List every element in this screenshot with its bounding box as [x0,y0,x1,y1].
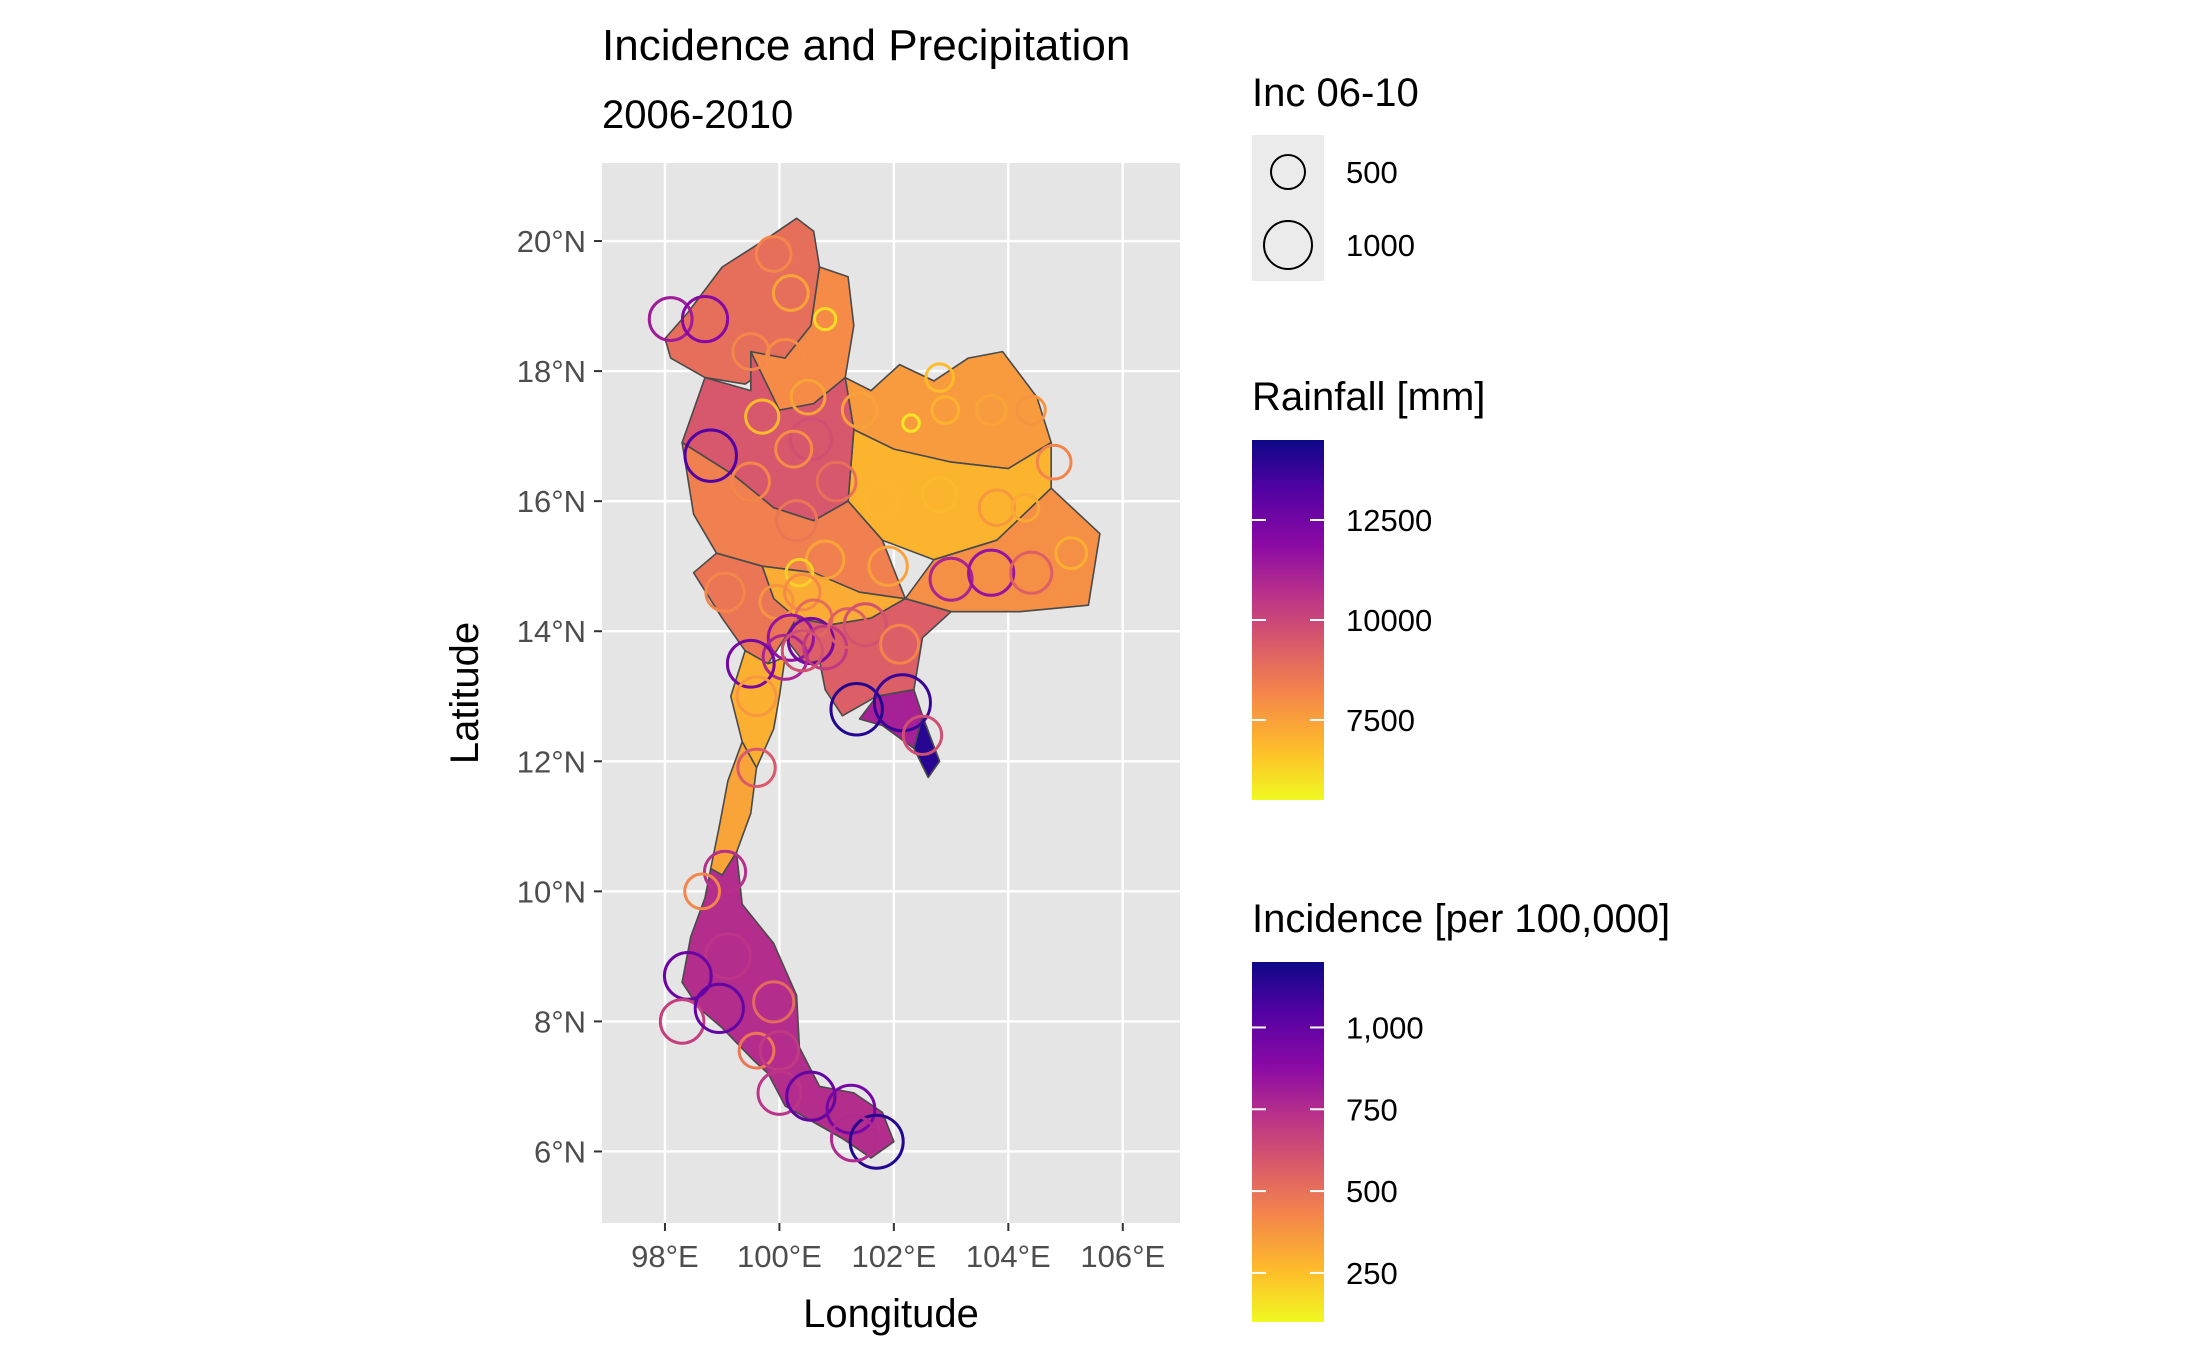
x-axis-title: Longitude [803,1292,979,1336]
rainfall-legend-break-label: 12500 [1346,503,1432,538]
incidence-marker [901,413,921,433]
x-tick-label: 100°E [737,1239,822,1274]
x-axis: 98°E 100°E 102°E 104°E 106°E [631,1223,1165,1274]
chart-title: Incidence and Precipitation [602,21,1130,70]
incidence-marker [827,607,869,649]
incidence-marker [774,499,819,543]
incidence-marker [864,483,900,519]
incidence-marker [764,337,806,379]
y-tick-label: 8°N [534,1004,586,1039]
incidence-legend-break-label: 250 [1346,1256,1398,1291]
rainfall-legend-breaks: 7500 10000 12500 [1252,503,1432,738]
incidence-legend-breaks: 250 500 750 1,000 [1252,1010,1424,1291]
incidence-legend-break-label: 500 [1346,1174,1398,1209]
incidence-legend-title: Incidence [per 100,000] [1252,897,1670,941]
incidence-marker [758,1029,801,1072]
incidence-marker [737,1031,776,1070]
y-tick-label: 16°N [517,484,586,519]
incidence-marker [756,1070,803,1116]
incidence-marker [840,391,879,429]
incidence-marker [735,675,778,718]
incidence-marker [785,1070,837,1122]
rainfall-legend: Rainfall [mm] 7500 10000 12500 [1252,375,1485,800]
x-tick-label: 106°E [1080,1239,1165,1274]
y-tick-label: 10°N [517,874,586,909]
y-tick-label: 18°N [517,354,586,389]
incidence-marker [879,623,921,665]
incidence-marker [744,398,781,435]
incidence-marker [693,982,745,1034]
chart-subtitle: 2006-2010 [602,93,793,137]
incidence-marker [752,980,796,1024]
incidence-marker [901,714,944,756]
incidence-marker [921,476,959,514]
incidence-marker [867,545,909,587]
incidence-marker [683,872,722,911]
incidence-marker [754,235,793,273]
incidence-marker [683,428,738,483]
incidence-marker [967,548,1016,597]
incidence-marker [848,1113,905,1170]
incidence-marker [680,294,730,344]
y-tick-label: 20°N [517,224,586,259]
incidence-marker [1010,492,1041,523]
incidence-marker [725,638,776,689]
size-legend-key-1000 [1263,220,1313,270]
incidence-legend: Incidence [per 100,000] 250 500 750 1,000 [1252,897,1670,1322]
rainfall-legend-break-label: 10000 [1346,603,1432,638]
incidence-marker [789,378,827,416]
province-region [692,552,798,665]
incidence-marker [928,556,974,602]
incidence-marker [736,747,777,788]
incidence-marker [771,274,810,312]
incidence-marker [784,557,815,588]
y-axis: 6°N 8°N 10°N 12°N 14°N 16°N 18°N 20°N [517,224,602,1169]
incidence-legend-break-label: 1,000 [1346,1010,1424,1045]
x-tick-label: 104°E [966,1239,1051,1274]
y-axis-title: Latitude [443,622,487,764]
incidence-marker [702,849,748,894]
incidence-markers [647,235,1089,1170]
size-legend-title: Inc 06-10 [1252,71,1419,115]
incidence-marker [974,393,1008,427]
incidence-marker [842,602,888,648]
incidence-marker [1035,443,1073,481]
incidence-marker [788,417,833,462]
incidence-marker [704,932,752,981]
y-tick-label: 12°N [517,744,586,779]
size-legend-key-bg [1252,135,1324,281]
incidence-marker [780,629,824,673]
size-legend-label-500: 500 [1346,155,1398,190]
incidence-marker [930,395,961,425]
rainfall-legend-title: Rainfall [mm] [1252,375,1485,419]
incidence-marker [815,460,858,503]
incidence-marker [730,461,771,502]
incidence-marker [704,571,746,613]
incidence-marker [829,1114,878,1163]
incidence-colorbar [1252,962,1324,1322]
incidence-marker [977,488,1017,527]
incidence-marker [1015,394,1047,426]
incidence-marker [813,306,838,332]
incidence-marker [924,362,955,393]
incidence-marker [829,682,884,737]
incidence-marker [766,613,815,662]
size-legend: Inc 06-10 500 1000 [1252,71,1419,281]
y-tick-label: 14°N [517,614,586,649]
rainfall-legend-break-label: 7500 [1346,703,1415,738]
y-tick-label: 6°N [534,1134,586,1169]
incidence-marker [658,998,706,1045]
size-legend-key-500 [1270,154,1306,190]
incidence-marker [647,296,694,342]
x-tick-label: 102°E [851,1239,936,1274]
incidence-marker [1054,536,1089,571]
size-legend-label-1000: 1000 [1346,228,1415,263]
incidence-legend-break-label: 750 [1346,1092,1398,1127]
x-tick-label: 98°E [631,1239,699,1274]
incidence-marker [1009,550,1054,595]
incidence-marker [774,429,814,469]
incidence-marker [783,573,822,612]
